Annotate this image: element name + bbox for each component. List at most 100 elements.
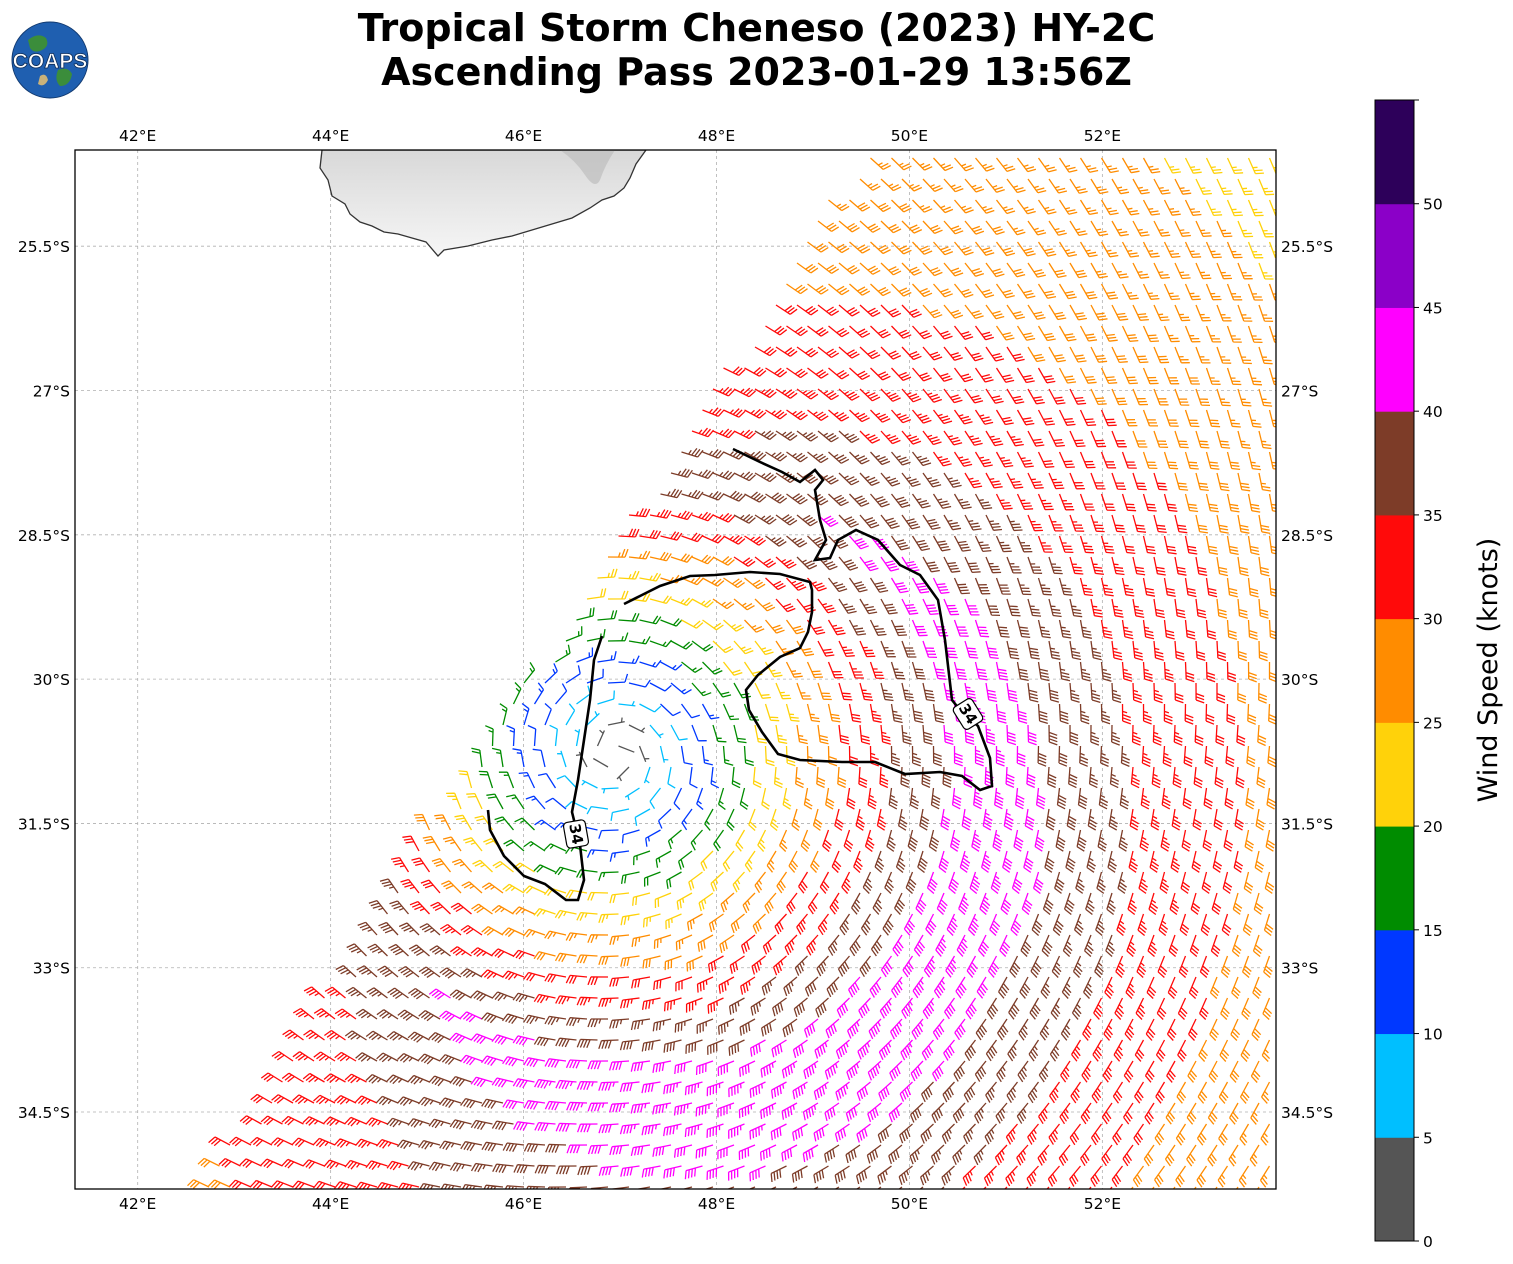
wind-barb [776,871,788,894]
wind-barb [828,409,850,422]
wind-barb [1026,766,1036,789]
wind-barb [902,955,914,978]
wind-barb [912,325,933,340]
wind-barb [1080,1102,1092,1125]
wind-barb [1247,325,1263,344]
wind-barb [302,1116,325,1126]
wind-barb [886,829,896,852]
wind-barb [702,448,725,459]
wind-barb [1268,367,1276,386]
wind-barb [828,199,850,212]
lat-label-right: 25.5°S [1281,238,1333,256]
wind-barb [953,661,968,681]
wind-barb [943,220,964,235]
wind-barb [922,472,942,488]
wind-barb [1207,1144,1218,1167]
wind-barb [506,725,516,747]
wind-barb [1047,766,1057,789]
wind-barb [1035,787,1046,810]
wind-barb [649,787,662,810]
wind-barb [923,955,936,978]
wind-barb [943,556,961,573]
wind-barb [1051,955,1062,978]
wind-barb [856,1081,871,1102]
wind-barb [1161,787,1171,810]
wind-barb [754,388,777,399]
wind-barb [1226,283,1243,301]
wind-barb [1240,1039,1251,1062]
wind-barb [901,640,917,658]
wind-barb [775,640,794,656]
wind-barb [781,1144,798,1162]
wind-barb [1167,976,1178,999]
wind-barb [680,703,700,719]
wind-barb [785,661,803,678]
wind-barb [533,864,556,873]
wind-barb [926,871,938,894]
wind-barb [892,934,904,957]
wind-barb [514,817,535,831]
wind-barb [430,901,451,915]
lon-label-top: 44°E [312,127,349,145]
wind-barb [1069,598,1083,618]
wind-barb [576,954,598,964]
wind-barb [760,1060,777,1078]
wind-barb [744,535,766,546]
wind-barb [995,409,1014,426]
wind-barb [281,1158,304,1169]
wind-barb [796,430,819,442]
lon-label-bottom: 52°E [1084,1195,1121,1213]
wind-barb [932,745,942,767]
wind-barb [449,1032,472,1044]
wind-barb [1016,619,1031,639]
wind-barb [677,850,693,870]
wind-barb [943,598,960,616]
wind-barb [533,993,556,1004]
wind-barb [754,556,777,568]
wind-barb [366,987,388,999]
wind-barb [639,529,662,540]
wind-barb [260,1115,283,1126]
wind-barb [901,472,921,488]
wind-barb [376,1095,399,1106]
wind-barb [996,1060,1008,1083]
wind-barb [953,283,974,298]
wind-barb [1184,283,1201,301]
wind-barb [523,1100,546,1110]
wind-barb [943,262,964,277]
wind-barb [1032,871,1044,895]
wind-barb [1083,976,1093,999]
wind-barb [1079,745,1089,767]
wind-barb [812,808,823,831]
wind-barb [1016,451,1034,468]
wind-barb [313,1094,336,1105]
wind-barb [707,955,724,973]
wind-barb [848,661,864,679]
wind-barb [1037,367,1056,384]
wind-barb [1079,535,1095,554]
wind-barb [1006,514,1023,532]
wind-barb [932,409,953,425]
wind-barb [397,965,420,978]
wind-barb [303,986,325,999]
wind-barb [486,793,504,810]
wind-barb [867,1102,882,1123]
wind-barb [836,997,850,1018]
wind-barb [1151,1186,1155,1189]
wind-barb [1217,1165,1229,1188]
wind-barb [1081,1060,1092,1083]
wind-barb [1195,346,1211,364]
wind-barb [1004,1186,1008,1189]
wind-barb [890,577,909,594]
wind-barb [1165,1102,1176,1125]
wind-barb [1192,808,1202,831]
wind-barb [292,1007,315,1020]
wind-barb [985,262,1005,278]
wind-barb [649,639,672,648]
wind-barb [707,1039,724,1055]
wind-barb [355,1008,378,1020]
wind-barb [335,965,357,978]
wind-barb [686,955,703,972]
wind-barb [933,241,954,256]
wind-barb [1090,178,1109,195]
